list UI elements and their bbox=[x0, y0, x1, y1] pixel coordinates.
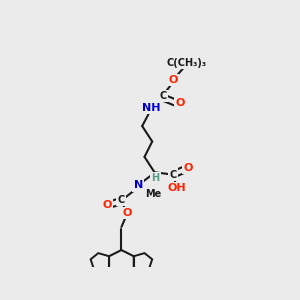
Text: N: N bbox=[134, 180, 143, 190]
Text: NH: NH bbox=[142, 103, 161, 112]
Text: C(CH₃)₃: C(CH₃)₃ bbox=[166, 58, 206, 68]
Text: O: O bbox=[168, 75, 178, 85]
Text: C: C bbox=[118, 195, 125, 205]
Text: O: O bbox=[123, 208, 132, 218]
Text: OH: OH bbox=[167, 184, 186, 194]
Text: O: O bbox=[102, 200, 112, 210]
Text: O: O bbox=[184, 163, 193, 173]
Text: C: C bbox=[159, 91, 167, 101]
Text: Me: Me bbox=[145, 189, 161, 199]
Text: O: O bbox=[175, 98, 184, 108]
Text: C: C bbox=[169, 169, 177, 180]
Text: H: H bbox=[151, 173, 159, 184]
